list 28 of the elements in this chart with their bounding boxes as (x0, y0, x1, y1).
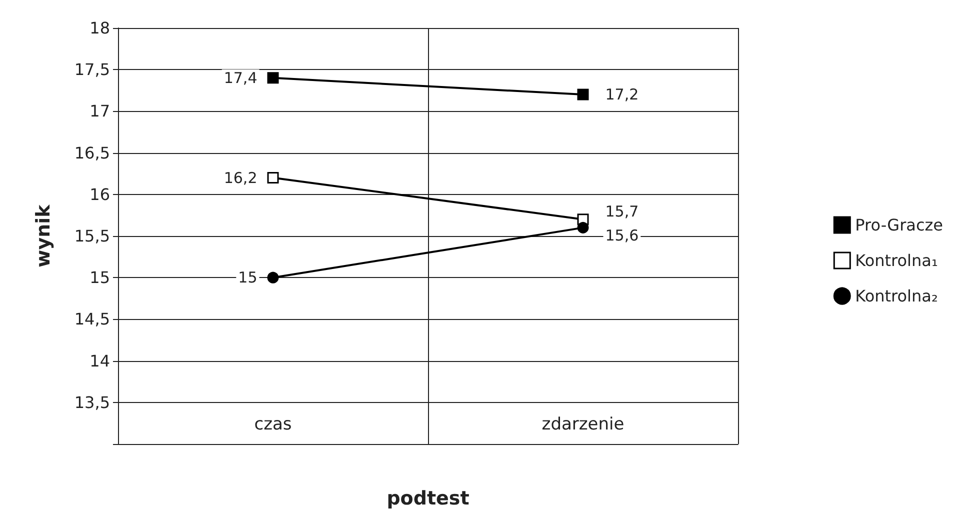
text: 16,5 (74, 143, 110, 162)
data-label: 15,6 (605, 226, 639, 245)
x-axis-title: podtest (386, 488, 470, 510)
data-label: 17,4 (224, 68, 258, 87)
point (267, 172, 279, 184)
point (577, 222, 589, 234)
legend-label: Pro-Gracze (855, 216, 943, 234)
data-label: 17,2 (605, 86, 639, 104)
text: 13,5 (74, 392, 110, 412)
data-label: 16,2 (224, 168, 258, 187)
y-tick-label: 14 (90, 351, 110, 370)
legend-label: Kontrolna₂ (855, 286, 938, 306)
point (267, 272, 279, 284)
y-tick-label: 16 (90, 184, 110, 204)
point (267, 72, 279, 84)
data-label: 15,7 (605, 202, 639, 220)
y-tick-label: 15 (90, 268, 110, 288)
text: 15,5 (74, 226, 110, 246)
text: 17,5 (74, 60, 110, 80)
x-tick-label: zdarzenie (542, 414, 624, 434)
point (577, 88, 589, 100)
y-tick-label: 17 (90, 102, 110, 121)
text: 14,5 (74, 310, 110, 329)
data-label: 15 (238, 268, 258, 287)
legend-label: Kontrolna₁ (855, 251, 938, 270)
y-axis-title: wynik (32, 204, 54, 268)
x-tick-label: czas (254, 414, 292, 434)
y-tick-label: 18 (90, 18, 110, 38)
